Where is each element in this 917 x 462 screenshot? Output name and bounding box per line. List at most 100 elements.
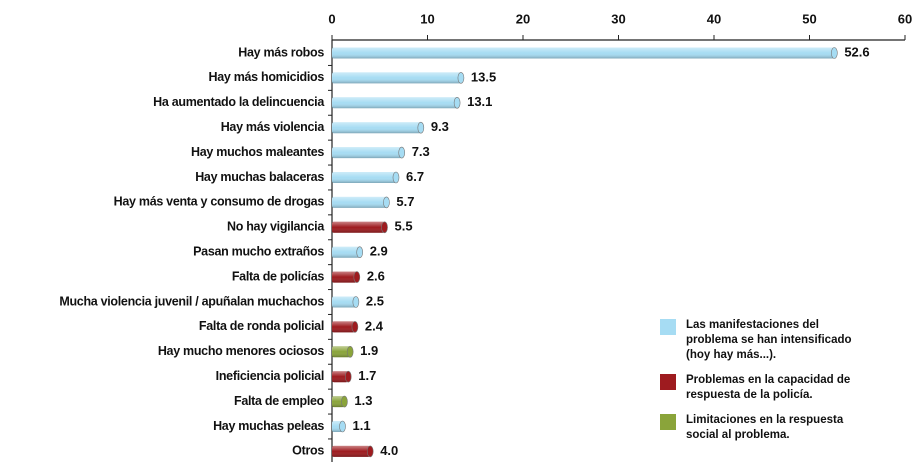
- value-label: 2.9: [370, 244, 388, 259]
- bar-shade: [332, 147, 402, 159]
- value-label: 9.3: [431, 119, 449, 134]
- bar-group: [332, 395, 348, 408]
- value-label: 2.4: [365, 318, 384, 333]
- value-label: 52.6: [844, 44, 869, 59]
- bar-group: [332, 370, 352, 383]
- legend-label: Limitaciones en la respuesta social al p…: [686, 414, 844, 441]
- category-label: Hay más homicidios: [209, 70, 325, 84]
- value-label: 4.0: [380, 443, 398, 458]
- value-label: 13.1: [467, 94, 492, 109]
- legend-label: Las manifestaciones del problema se han …: [686, 319, 852, 361]
- value-label: 7.3: [412, 144, 430, 159]
- category-label: No hay vigilancia: [227, 220, 325, 234]
- bar-shade: [332, 445, 371, 457]
- bar-shade: [332, 221, 385, 233]
- category-label: Falta de empleo: [234, 394, 325, 408]
- value-label: 2.5: [366, 293, 384, 308]
- bar-shade: [332, 122, 421, 134]
- bar-group: [332, 196, 390, 209]
- bar-shade: [332, 271, 357, 283]
- legend-item: Problemas en la capacidad de respuesta d…: [660, 373, 910, 403]
- value-label: 13.5: [471, 69, 496, 84]
- x-tick-label: 10: [420, 11, 434, 26]
- bar-group: [332, 296, 360, 308]
- bar-group: [332, 47, 838, 59]
- bar-group: [332, 420, 346, 433]
- bar-group: [332, 72, 465, 84]
- category-label: Falta de policías: [232, 269, 325, 283]
- bar-cap: [356, 246, 363, 258]
- value-label: 1.7: [358, 368, 376, 383]
- bar-cap: [398, 146, 406, 159]
- bar-group: [332, 345, 354, 358]
- x-tick-label: 30: [611, 11, 625, 26]
- bar-cap: [457, 72, 465, 84]
- bar-group: [332, 246, 363, 258]
- value-label: 1.9: [360, 343, 378, 358]
- legend-swatch: [660, 319, 676, 335]
- category-label: Hay mucho menores ociosos: [158, 344, 325, 358]
- bar-shade: [332, 321, 355, 333]
- bar-cap: [417, 121, 425, 134]
- bar-group: [332, 445, 374, 458]
- value-label: 1.3: [354, 393, 372, 408]
- category-label: Ha aumentado la delincuencia: [153, 95, 325, 109]
- category-label: Hay muchos maleantes: [191, 145, 324, 159]
- category-label: Ineficiencia policial: [216, 369, 324, 383]
- bar-shade: [332, 246, 360, 258]
- bar-cap: [381, 221, 388, 234]
- bar-cap: [344, 370, 352, 383]
- value-label: 2.6: [367, 269, 385, 284]
- bar-group: [332, 146, 406, 159]
- category-label: Hay muchas peleas: [213, 419, 324, 433]
- value-label: 5.5: [395, 219, 413, 234]
- bar-shade: [332, 172, 396, 183]
- bar-cap: [366, 445, 374, 458]
- bar-cap: [831, 47, 838, 59]
- x-tick-label: 0: [328, 11, 335, 26]
- bar-group: [332, 97, 461, 109]
- bar-cap: [353, 271, 361, 283]
- bar-cap: [352, 296, 360, 308]
- bar-group: [332, 271, 361, 283]
- value-label: 5.7: [396, 194, 414, 209]
- bar-group: [332, 121, 425, 134]
- bar-shade: [332, 346, 351, 358]
- bar-shade: [332, 72, 461, 84]
- category-label: Falta de ronda policial: [199, 319, 324, 333]
- category-label: Mucha violencia juvenil / apuñalan mucha…: [59, 294, 324, 308]
- legend-swatch: [660, 414, 676, 430]
- category-label: Hay muchas balaceras: [195, 170, 324, 184]
- x-tick-label: 40: [707, 11, 721, 26]
- category-label: Pasan mucho extraños: [193, 244, 324, 258]
- legend-item: Limitaciones en la respuesta social al p…: [660, 413, 910, 443]
- legend-item: Las manifestaciones del problema se han …: [660, 318, 910, 363]
- bar-shade: [332, 296, 356, 308]
- x-tick-label: 60: [898, 11, 912, 26]
- bar-cap: [339, 420, 346, 433]
- bar-shade: [332, 371, 349, 383]
- bar-cap: [341, 395, 348, 408]
- bar-cap: [351, 321, 359, 333]
- category-label: Hay más robos: [238, 45, 324, 59]
- value-label: 1.1: [353, 418, 371, 433]
- legend-label: Problemas en la capacidad de respuesta d…: [686, 374, 851, 401]
- category-label: Hay más venta y consumo de drogas: [114, 195, 325, 209]
- bar-group: [332, 171, 400, 184]
- category-label: Otros: [292, 444, 324, 458]
- bar-shade: [332, 196, 387, 208]
- bar-group: [332, 221, 388, 234]
- bar-cap: [346, 345, 354, 358]
- bar-cap: [392, 171, 400, 184]
- legend: Las manifestaciones del problema se han …: [660, 318, 910, 453]
- bar-shade: [332, 47, 835, 59]
- bar-cap: [453, 97, 461, 109]
- x-tick-label: 50: [802, 11, 816, 26]
- legend-swatch: [660, 374, 676, 390]
- bar-cap: [383, 196, 390, 209]
- bar-shade: [332, 396, 345, 408]
- x-tick-label: 20: [516, 11, 530, 26]
- category-label: Hay más violencia: [221, 120, 326, 134]
